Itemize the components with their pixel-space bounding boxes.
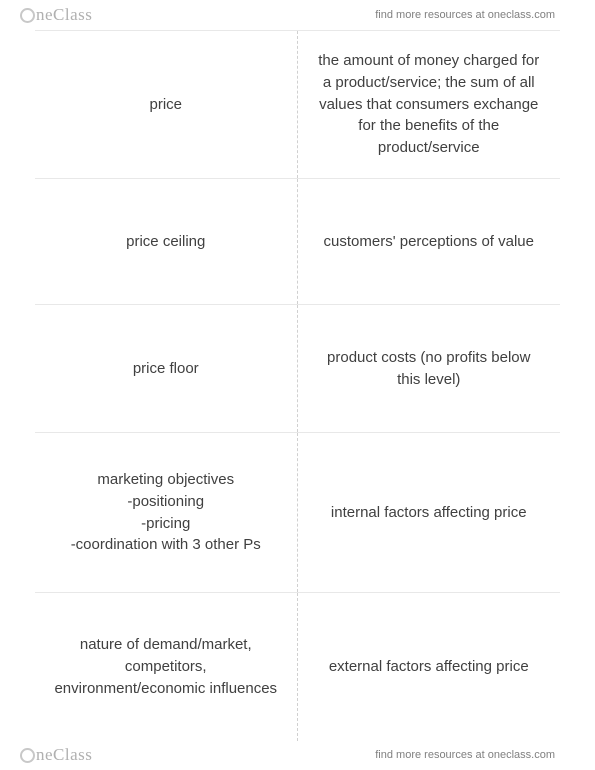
logo-text: neClass (36, 5, 92, 25)
logo-text: neClass (36, 745, 92, 765)
brand-logo: neClass (20, 745, 92, 765)
definition-cell: product costs (no profits below this lev… (298, 305, 561, 432)
term-text: price (149, 94, 182, 116)
resource-link-bottom[interactable]: find more resources at oneclass.com (375, 749, 555, 761)
header-bar: neClass find more resources at oneclass.… (0, 2, 595, 28)
definition-text: product costs (no profits below this lev… (314, 347, 545, 391)
table-row: marketing objectives -positioning -prici… (35, 433, 560, 593)
term-text: marketing objectives -positioning -prici… (71, 469, 261, 556)
definition-cell: the amount of money charged for a produc… (298, 31, 561, 178)
term-text: nature of demand/market, competitors, en… (51, 634, 281, 699)
logo-ring-icon (20, 748, 35, 763)
table-row: price ceiling customers' perceptions of … (35, 179, 560, 305)
brand-logo: neClass (20, 5, 92, 25)
definition-cell: external factors affecting price (298, 593, 561, 741)
definition-text: the amount of money charged for a produc… (314, 50, 545, 159)
definition-cell: customers' perceptions of value (298, 179, 561, 304)
term-cell: nature of demand/market, competitors, en… (35, 593, 298, 741)
table-row: price floor product costs (no profits be… (35, 305, 560, 433)
term-cell: price ceiling (35, 179, 298, 304)
logo-ring-icon (20, 8, 35, 23)
term-text: price floor (133, 358, 199, 380)
flashcard-table: price the amount of money charged for a … (35, 30, 560, 740)
term-cell: price floor (35, 305, 298, 432)
term-cell: price (35, 31, 298, 178)
footer-bar: neClass find more resources at oneclass.… (0, 742, 595, 768)
table-row: price the amount of money charged for a … (35, 31, 560, 179)
term-cell: marketing objectives -positioning -prici… (35, 433, 298, 592)
definition-text: external factors affecting price (329, 656, 529, 678)
resource-link-top[interactable]: find more resources at oneclass.com (375, 9, 555, 21)
definition-text: internal factors affecting price (331, 502, 527, 524)
term-text: price ceiling (126, 231, 205, 253)
table-row: nature of demand/market, competitors, en… (35, 593, 560, 741)
definition-cell: internal factors affecting price (298, 433, 561, 592)
definition-text: customers' perceptions of value (324, 231, 534, 253)
